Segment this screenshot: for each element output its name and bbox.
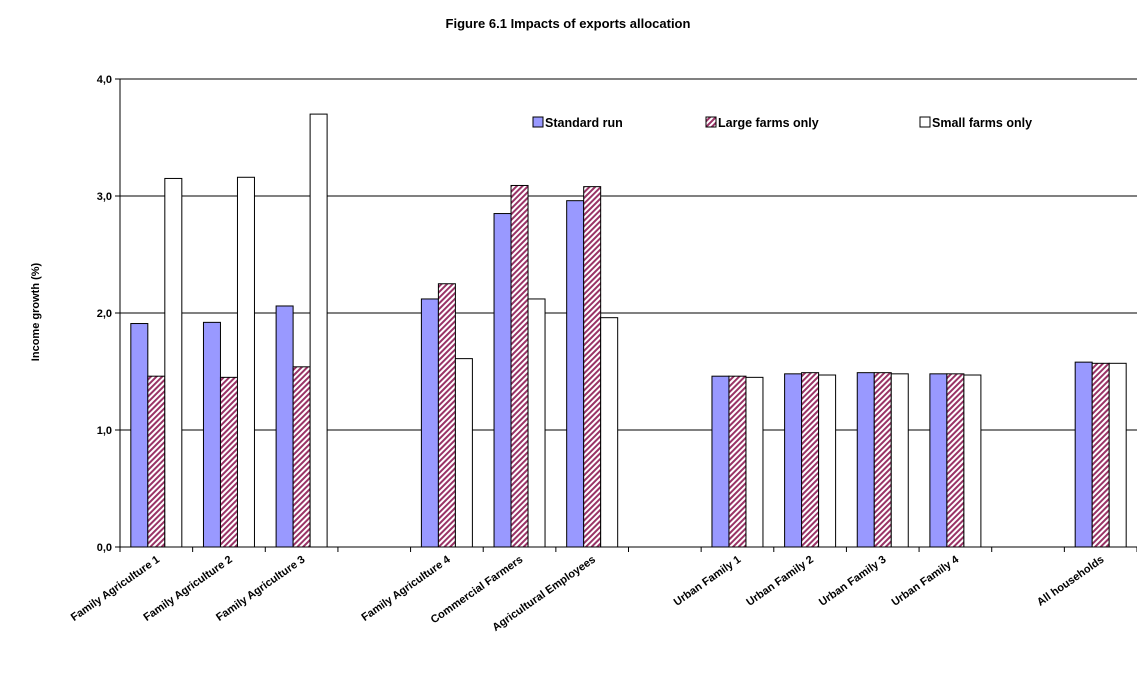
- bar-standard-run: [130, 323, 149, 548]
- bar-standard-run: [856, 372, 875, 548]
- bar-large-farms-only: [583, 186, 602, 548]
- bar-small-farms-only: [236, 176, 255, 548]
- legend-swatch: [919, 116, 931, 128]
- y-tick-label: 3,0: [97, 191, 112, 203]
- bars: [130, 113, 1127, 548]
- bar-standard-run: [711, 375, 730, 548]
- bar-small-farms-only: [818, 374, 837, 548]
- legend-swatch: [705, 116, 717, 128]
- bar-standard-run: [202, 321, 221, 548]
- y-tick-label: 2,0: [97, 308, 112, 320]
- bar-standard-run: [566, 200, 585, 548]
- legend-swatch: [532, 116, 544, 128]
- y-tick-label: 1,0: [97, 425, 112, 437]
- legend-label: Small farms only: [932, 116, 1032, 130]
- gridlines: [115, 78, 1137, 548]
- axes: [119, 79, 1137, 552]
- bar-large-farms-only: [292, 366, 311, 548]
- chart-title: Figure 6.1 Impacts of exports allocation: [446, 16, 691, 31]
- x-tick-label: Urban Family 1: [672, 554, 743, 609]
- legend-label: Standard run: [545, 116, 623, 130]
- bar-standard-run: [275, 305, 294, 548]
- bar-large-farms-only: [1091, 362, 1110, 548]
- bar-large-farms-only: [946, 373, 965, 548]
- bar-small-farms-only: [890, 373, 909, 548]
- bar-small-farms-only: [454, 358, 473, 548]
- bar-small-farms-only: [600, 317, 619, 548]
- bar-small-farms-only: [745, 376, 764, 548]
- x-tick-label: Urban Family 4: [890, 553, 962, 609]
- x-tick-label: Urban Family 2: [744, 554, 815, 609]
- x-tick-label: Urban Family 3: [817, 554, 888, 609]
- bar-large-farms-only: [801, 372, 820, 548]
- bar-small-farms-only: [1108, 362, 1127, 548]
- legend: Standard run Large farms only Small farms …: [532, 116, 1032, 130]
- bar-large-farms-only: [873, 372, 892, 548]
- bar-small-farms-only: [164, 177, 183, 548]
- y-tick-label: 0,0: [97, 542, 112, 554]
- bar-large-farms-only: [728, 375, 747, 548]
- bar-standard-run: [929, 373, 948, 548]
- bar-standard-run: [420, 298, 439, 548]
- bar-large-farms-only: [219, 376, 238, 548]
- x-tick-label: All households: [1035, 554, 1106, 609]
- bar-large-farms-only: [437, 283, 456, 548]
- bar-standard-run: [493, 213, 512, 548]
- bar-small-farms-only: [527, 298, 546, 548]
- bar-small-farms-only: [963, 374, 982, 548]
- bar-standard-run: [1074, 361, 1093, 548]
- bar-standard-run: [784, 373, 803, 548]
- bar-large-farms-only: [510, 184, 529, 548]
- bar-large-farms-only: [147, 375, 166, 548]
- legend-label: Large farms only: [718, 116, 819, 130]
- y-tick-labels: 0,0 1,0 2,0 3,0 4,0: [97, 74, 112, 554]
- y-axis-label: Income growth (%): [30, 262, 42, 361]
- y-tick-label: 4,0: [97, 74, 112, 86]
- bar-small-farms-only: [309, 113, 328, 548]
